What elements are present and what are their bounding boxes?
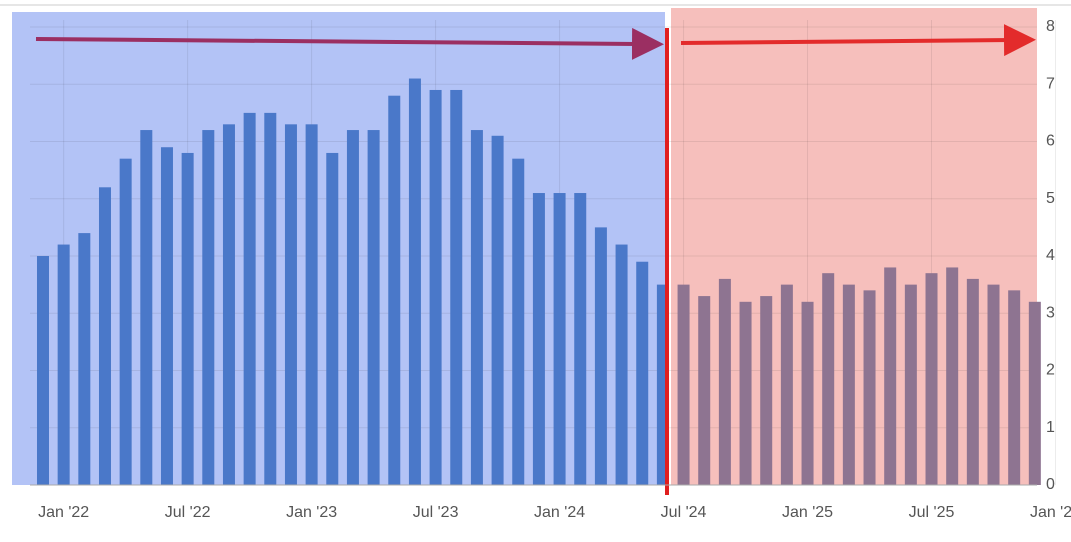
bar — [532, 193, 545, 485]
bar — [119, 158, 132, 486]
bar — [615, 244, 628, 485]
bar — [987, 284, 1000, 485]
bar — [222, 124, 235, 485]
bar — [429, 89, 442, 485]
y-tick-label: 6 — [1046, 133, 1055, 150]
x-tick-label: Jan '26 — [1030, 504, 1071, 521]
bar — [698, 296, 711, 485]
x-tick-label: Jan '24 — [534, 504, 585, 521]
y-tick-label: 8 — [1046, 18, 1055, 35]
bar — [512, 158, 525, 486]
y-tick-label: 4 — [1046, 247, 1055, 264]
bar — [470, 130, 483, 486]
bar — [160, 147, 173, 485]
bar — [636, 261, 649, 485]
bar — [574, 193, 587, 485]
arrow — [680, 24, 1036, 57]
bar — [491, 135, 504, 485]
y-tick-label: 2 — [1046, 362, 1055, 379]
x-tick-label: Jul '24 — [661, 504, 707, 521]
bar — [36, 256, 49, 485]
y-tick-label: 7 — [1046, 75, 1055, 92]
bar — [553, 193, 566, 485]
bar — [801, 301, 814, 485]
y-tick-label: 3 — [1046, 304, 1055, 321]
bar — [264, 112, 277, 485]
bar — [718, 278, 731, 485]
bar — [739, 301, 752, 485]
bar — [1028, 301, 1041, 485]
bar — [388, 95, 401, 485]
bar — [284, 124, 297, 485]
bar — [760, 296, 773, 485]
bar — [181, 152, 194, 485]
bar — [450, 89, 463, 485]
x-tick-label: Jan '22 — [38, 504, 89, 521]
y-tick-label: 5 — [1046, 190, 1055, 207]
bar — [677, 284, 690, 485]
x-tick-label: Jul '23 — [413, 504, 459, 521]
x-tick-label: Jan '23 — [286, 504, 337, 521]
bar — [202, 130, 215, 486]
bar — [367, 130, 380, 486]
bar — [140, 130, 153, 486]
bar — [98, 187, 111, 486]
bar — [966, 278, 979, 485]
bar — [1008, 290, 1021, 485]
bar — [863, 290, 876, 485]
bar — [326, 152, 339, 485]
bar — [842, 284, 855, 485]
arrow — [35, 27, 664, 60]
bar — [594, 227, 607, 485]
x-tick-label: Jul '22 — [165, 504, 211, 521]
y-tick-label: 0 — [1046, 476, 1055, 493]
bar — [946, 267, 959, 485]
bar — [780, 284, 793, 485]
bar — [884, 267, 897, 485]
bar — [305, 124, 318, 485]
y-tick-label: 1 — [1046, 419, 1055, 436]
x-tick-label: Jan '25 — [782, 504, 833, 521]
x-tick-label: Jul '25 — [909, 504, 955, 521]
bar — [822, 273, 835, 485]
bar — [57, 244, 70, 485]
bar — [408, 78, 421, 486]
bar — [346, 130, 359, 486]
bar — [78, 233, 91, 485]
bar — [243, 112, 256, 485]
bar — [904, 284, 917, 485]
bar — [925, 273, 938, 485]
